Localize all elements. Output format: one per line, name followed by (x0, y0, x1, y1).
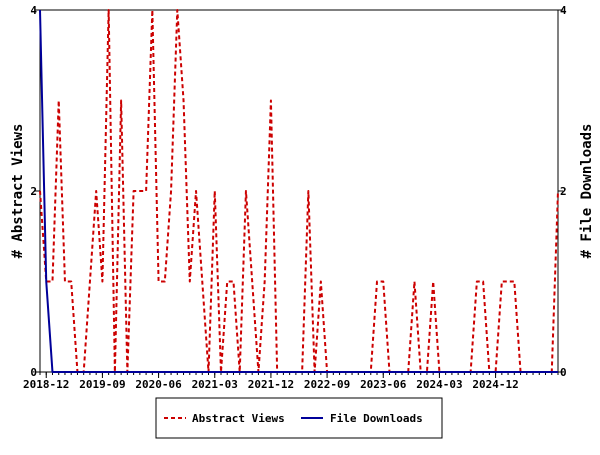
legend-label-file-downloads: File Downloads (330, 412, 423, 425)
y-left-axis-label: # Abstract Views (10, 124, 26, 259)
legend-box (155, 397, 443, 439)
y-left-tick-label: 0 (30, 366, 37, 379)
x-tick-label: 2024-03 (416, 378, 462, 391)
legend: Abstract Views File Downloads (155, 397, 443, 439)
series-line-file-downloads (39, 9, 558, 373)
x-tick-label: 2021-03 (192, 378, 238, 391)
y-left-tick-label: 2 (30, 185, 37, 198)
y-left-ticks: 0 2 4 (30, 4, 40, 379)
y-right-tick-label: 0 (560, 366, 567, 379)
x-tick-label: 2021-12 (248, 378, 294, 391)
x-tick-label: 2024-12 (472, 378, 518, 391)
y-right-axis-label: # File Downloads (579, 124, 595, 259)
x-tick-label: 2022-09 (304, 378, 350, 391)
y-right-tick-label: 4 (560, 4, 567, 17)
y-right-ticks: 0 2 4 (558, 4, 567, 379)
y-right-tick-label: 2 (560, 185, 567, 198)
x-tick-label: 2018-12 (23, 378, 69, 391)
y-left-tick-label: 4 (30, 4, 37, 17)
x-tick-label: 2020-06 (135, 378, 182, 391)
legend-label-abstract-views: Abstract Views (192, 412, 285, 425)
x-tick-label: 2019-09 (79, 378, 125, 391)
x-tick-label: 2023-06 (360, 378, 407, 391)
x-ticks: 2018-12 2019-09 2020-06 2021-03 2021-12 2022-… (23, 372, 559, 391)
series-layer (39, 9, 559, 373)
plot-area (39, 9, 559, 373)
